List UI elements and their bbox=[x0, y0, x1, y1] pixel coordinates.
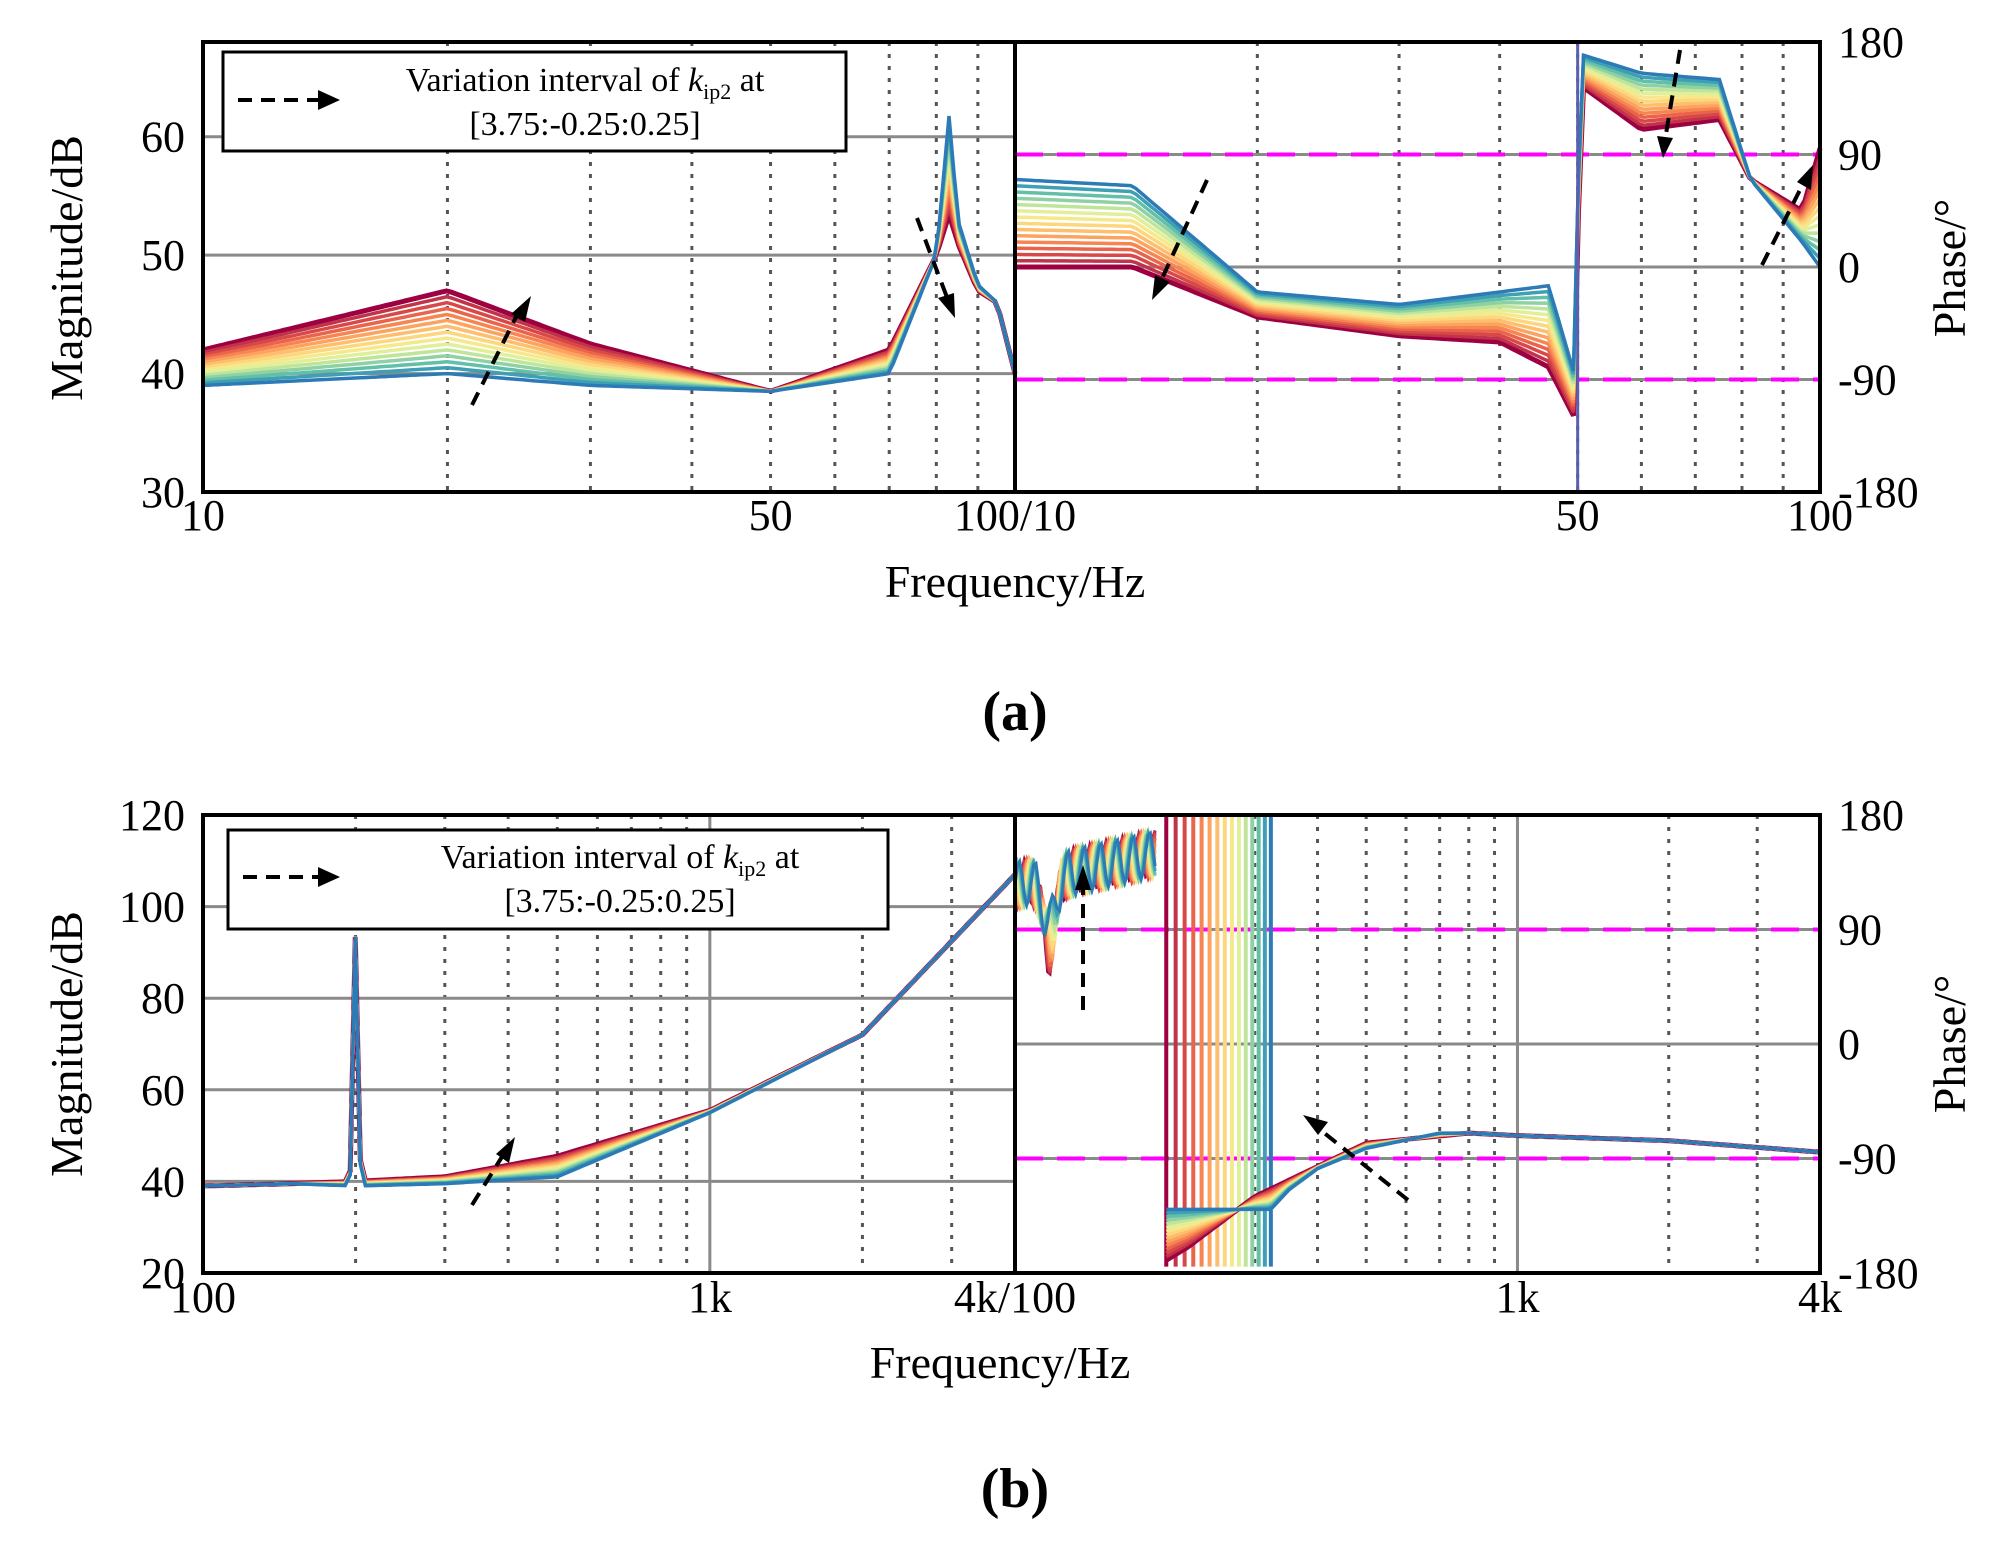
b-mag-ytick-2: 60 bbox=[141, 1066, 185, 1115]
a-phase-ytick-1: -90 bbox=[1838, 356, 1897, 405]
a-phase-curve-3 bbox=[1014, 59, 1821, 382]
a-phase-ytick-3: 90 bbox=[1838, 131, 1882, 180]
b-phase-lf-curve-0 bbox=[1013, 829, 1157, 938]
a-phase-curve-5 bbox=[1014, 64, 1821, 388]
caption-b: (b) bbox=[981, 1458, 1049, 1520]
b-phase-curve-0 bbox=[1166, 1131, 1821, 1212]
a-phase-arrow-2-head bbox=[1657, 136, 1673, 158]
b-legend-line2: [3.75:-0.25:0.25] bbox=[504, 883, 735, 920]
a-mag-ytick-2: 50 bbox=[141, 231, 185, 280]
b-mag-xtick-1: 1k bbox=[688, 1273, 732, 1322]
b-mag-ytick-3: 80 bbox=[141, 974, 185, 1023]
a-phase-curve-11 bbox=[1015, 77, 1822, 407]
a-phase-curve-6 bbox=[1014, 66, 1822, 391]
a-shared-x-tick: 100/10 bbox=[954, 491, 1076, 540]
a-legend-line2: [3.75:-0.25:0.25] bbox=[469, 106, 700, 143]
a-mag-arrow-1-head bbox=[511, 296, 531, 322]
b-xlabel: Frequency/Hz bbox=[870, 1337, 1131, 1388]
a-phase-ytick-0: -180 bbox=[1838, 468, 1919, 517]
a-phase-arrow-3-head bbox=[1797, 165, 1813, 190]
a-mag-ytick-1: 40 bbox=[141, 350, 185, 399]
a-phase-curve-2 bbox=[1014, 57, 1822, 378]
b-phase-ytick-1: -90 bbox=[1838, 1135, 1897, 1184]
a-phase-curve-0 bbox=[1014, 52, 1822, 372]
a-phase-arrow-1 bbox=[1158, 179, 1209, 284]
a-phase-curve-1 bbox=[1014, 55, 1822, 375]
b-phase-ytick-3: 90 bbox=[1838, 906, 1882, 955]
b-phase-ylabel: Phase/° bbox=[1924, 975, 1975, 1114]
b-legend-box bbox=[226, 828, 890, 931]
b-tick-labels: 20 40 60 80 100 120 100 1k -180 -90 0 90 180 1k 4k bbox=[119, 791, 1919, 1322]
b-mag-ytick-1: 40 bbox=[141, 1157, 185, 1206]
b-mag-ytick-5: 120 bbox=[119, 791, 185, 840]
b-phase-xtick-1: 4k bbox=[1798, 1273, 1842, 1322]
a-legend-arrow-head bbox=[318, 90, 340, 110]
a-legend: Variation interval of kip2 at [3.75:-0.2… bbox=[221, 50, 848, 153]
b-legend: Variation interval of kip2 at [3.75:-0.2… bbox=[226, 828, 890, 931]
b-mag-arrow-head bbox=[496, 1137, 515, 1163]
a-phase-curve-9 bbox=[1015, 73, 1822, 401]
a-phase-ytick-2: 0 bbox=[1838, 243, 1860, 292]
a-mag-ylabel: Magnitude/dB bbox=[41, 135, 92, 401]
panel-b: Variation interval of kip2 at [3.75:-0.2… bbox=[41, 791, 1975, 1520]
b-phase-ytick-4: 180 bbox=[1838, 791, 1904, 840]
a-phase-curve-7 bbox=[1014, 68, 1822, 394]
a-phase-xtick-1: 100 bbox=[1787, 491, 1853, 540]
a-xlabel: Frequency/Hz bbox=[885, 556, 1146, 607]
b-legend-arrow-head bbox=[318, 867, 340, 887]
a-mag-arrow-2-head bbox=[938, 293, 955, 318]
a-curves bbox=[202, 42, 1823, 492]
b-arrows bbox=[470, 865, 1410, 1207]
a-arrows bbox=[470, 49, 1813, 406]
panel-a: Variation interval of kip2 at [3.75:-0.2… bbox=[41, 18, 1975, 743]
caption-a: (a) bbox=[982, 681, 1047, 743]
a-mag-curve-0 bbox=[202, 115, 1017, 393]
a-mag-xtick-1: 50 bbox=[749, 491, 793, 540]
b-legend-line1: Variation interval of kip2 at bbox=[441, 839, 800, 881]
b-mag-ytick-4: 100 bbox=[119, 883, 185, 932]
a-phase-arrow-3 bbox=[1760, 179, 1807, 266]
b-mag-curve-0 bbox=[202, 873, 1017, 1188]
a-phase-arrow-1-head bbox=[1152, 275, 1170, 300]
b-mag-arrow bbox=[470, 1150, 507, 1207]
a-phase-xtick-0: 50 bbox=[1556, 491, 1600, 540]
a-phase-curve-4 bbox=[1014, 61, 1820, 385]
a-phase-ylabel: Phase/° bbox=[1924, 199, 1975, 338]
a-mag-ytick-3: 60 bbox=[141, 113, 185, 162]
a-phase-curve-14 bbox=[1015, 82, 1823, 417]
b-phase-ytick-0: -180 bbox=[1838, 1249, 1919, 1298]
b-curves bbox=[202, 815, 1821, 1267]
b-mag-ylabel: Magnitude/dB bbox=[41, 911, 92, 1177]
b-phase-arrow-2 bbox=[1316, 1126, 1410, 1202]
b-mag-xtick-0: 100 bbox=[170, 1273, 236, 1322]
a-mag-arrow-2 bbox=[915, 217, 950, 301]
a-legend-line1: Variation interval of kip2 at bbox=[406, 62, 765, 104]
a-phase-ytick-4: 180 bbox=[1838, 18, 1904, 67]
b-phase-arrow-2-head bbox=[1303, 1115, 1328, 1135]
a-phase-arrow-2 bbox=[1663, 49, 1682, 141]
a-phase-curve-12 bbox=[1015, 79, 1822, 411]
a-phase-frame bbox=[1013, 40, 1822, 494]
b-mag-ytick-0: 20 bbox=[141, 1249, 185, 1298]
a-tick-labels: 30 40 50 60 10 50 -180 -90 0 90 180 50 100 bbox=[141, 18, 1919, 540]
b-phase-ytick-2: 0 bbox=[1838, 1020, 1860, 1069]
a-phase-curve-10 bbox=[1014, 75, 1822, 404]
b-phase-xtick-0: 1k bbox=[1495, 1273, 1539, 1322]
a-phase-curve-8 bbox=[1014, 70, 1822, 398]
b-phase-arrow-1-head bbox=[1075, 865, 1091, 890]
a-phase-curve-13 bbox=[1015, 81, 1822, 414]
a-mag-arrow-1 bbox=[470, 302, 525, 406]
a-mag-ytick-0: 30 bbox=[141, 468, 185, 517]
b-phase-frame bbox=[1013, 813, 1822, 1275]
b-shared-x-tick: 4k/100 bbox=[954, 1273, 1076, 1322]
a-mag-xtick-0: 10 bbox=[181, 491, 225, 540]
